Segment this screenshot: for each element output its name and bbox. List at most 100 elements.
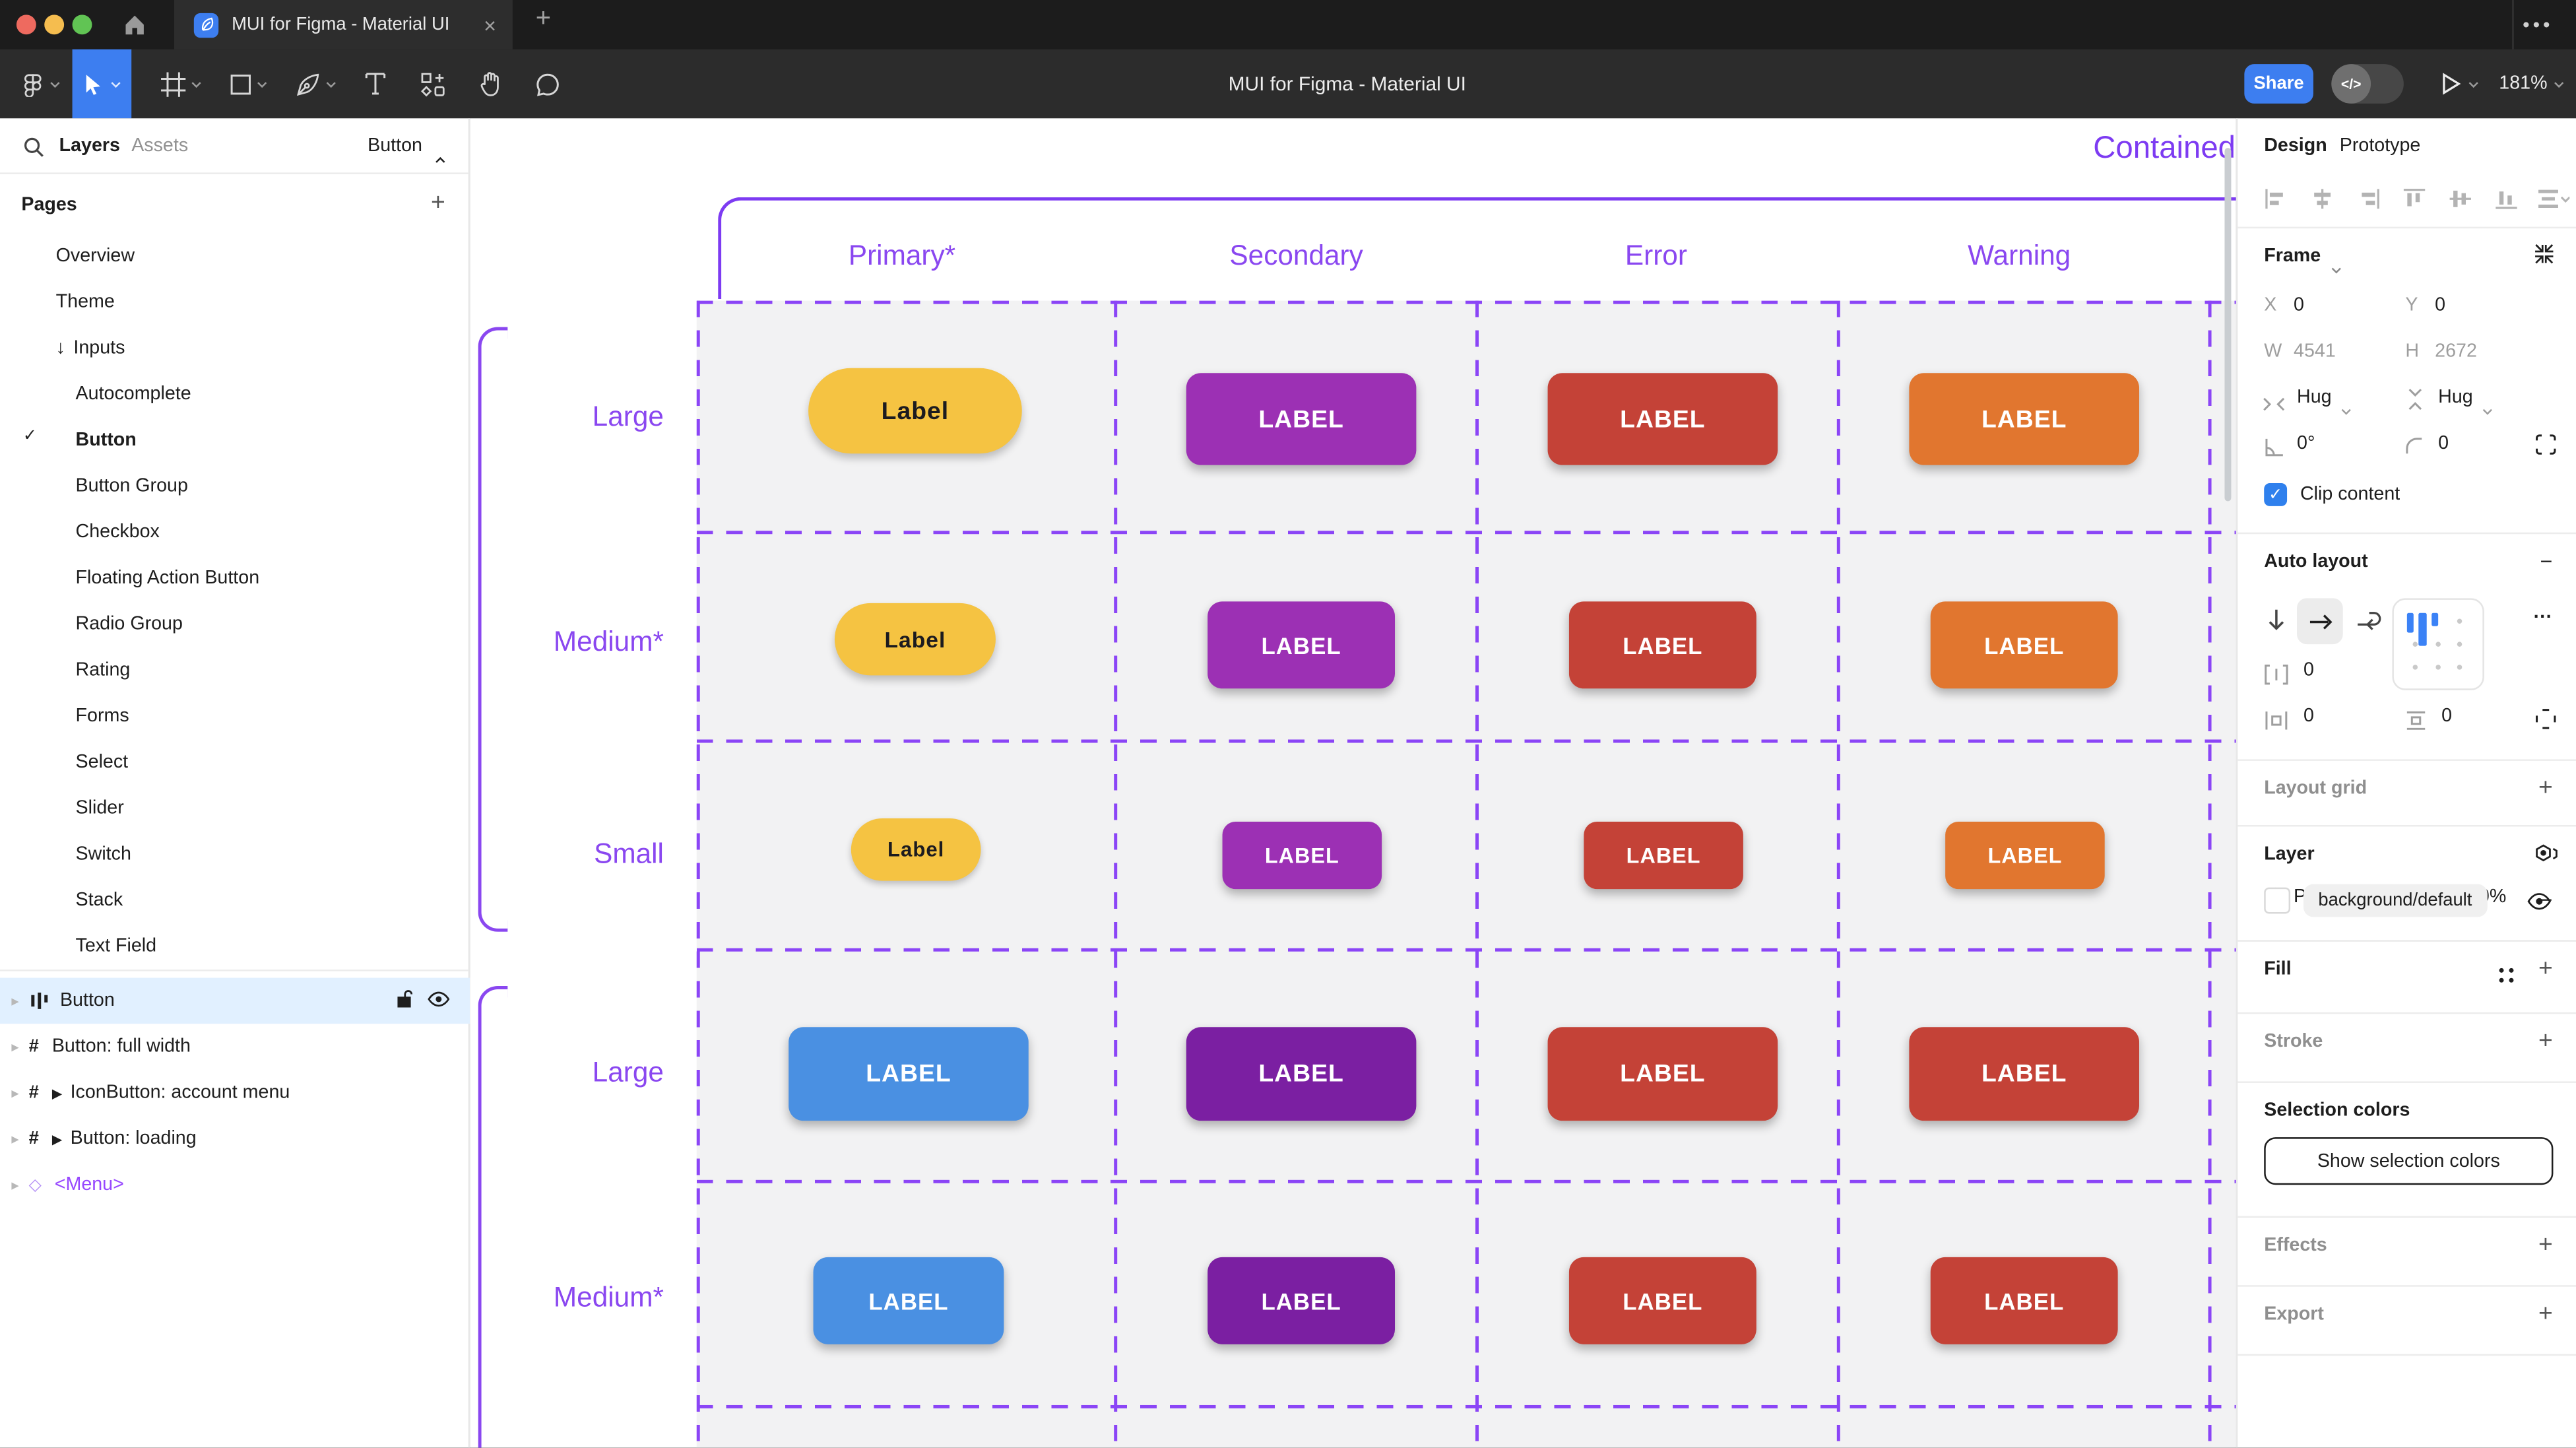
search-icon[interactable] [23,137,44,166]
horizontal-padding-value[interactable]: 0 [2303,706,2314,727]
layer-row-iconbutton-account-menu[interactable]: ▸ # ▶ IconButton: account menu [0,1070,470,1116]
hug-h-value[interactable]: Hug [2297,387,2332,408]
mui-button[interactable]: LABEL [813,1257,1004,1344]
styles-icon[interactable] [2497,963,2515,993]
fill-style-chip[interactable]: background/default [2303,884,2487,917]
mui-button[interactable]: LABEL [1208,1257,1396,1344]
align-right-icon[interactable] [2356,187,2381,218]
unlock-icon[interactable] [396,989,414,1013]
collapse-panel-icon[interactable] [2534,244,2555,273]
fill-color-swatch[interactable] [2264,887,2291,914]
align-top-icon[interactable] [2402,187,2426,218]
align-h-center-icon[interactable] [2310,187,2334,218]
new-tab-button[interactable]: + [535,5,552,33]
mui-button[interactable]: LABEL [1547,373,1778,465]
layout-direction-down-icon[interactable] [2266,608,2287,641]
tab-layers[interactable]: Layers [59,136,121,156]
home-icon[interactable] [121,11,148,46]
clip-content-checkbox[interactable]: ✓ [2264,483,2288,506]
auto-layout-more-icon[interactable]: ··· [2533,608,2553,628]
layer-row-button[interactable]: ▸ Button [0,978,470,1024]
layout-direction-right-selected[interactable] [2297,598,2343,645]
independent-padding-icon[interactable] [2535,708,2556,738]
tab-close-icon[interactable]: × [484,12,496,38]
tab-design[interactable]: Design [2264,136,2327,156]
add-fill-button[interactable]: + [2538,954,2553,983]
mui-button[interactable]: LABEL [1584,822,1743,890]
file-tab[interactable]: MUI for Figma - Material UI × [174,0,513,49]
layout-wrap-icon[interactable] [2356,608,2383,639]
rotation-value[interactable]: 0° [2297,434,2315,454]
add-stroke-button[interactable]: + [2538,1027,2553,1055]
canvas-viewport[interactable]: Contained Primary* Secondary Error Warni… [470,118,2236,1448]
sidebar-page-inputs[interactable]: ↓ Inputs [55,338,125,358]
add-layout-grid-button[interactable]: + [2538,773,2553,803]
h-value[interactable]: 2672 [2435,341,2477,362]
mui-button[interactable]: LABEL [1909,1027,2139,1121]
sidebar-page-fab[interactable]: Floating Action Button [75,568,260,589]
layer-row-button-full-width[interactable]: ▸ # Button: full width [0,1024,470,1070]
dev-mode-toggle[interactable]: </> [2331,64,2404,104]
gap-value[interactable]: 0 [2303,660,2314,680]
mui-button[interactable]: Label [851,818,981,881]
close-window-button[interactable] [16,15,36,35]
sidebar-page-forms[interactable]: Forms [75,706,129,727]
frame-section-header[interactable]: Frame [2264,246,2321,267]
minimize-window-button[interactable] [44,15,65,35]
sidebar-page-radio-group[interactable]: Radio Group [75,614,183,635]
mui-button[interactable]: Label [808,368,1022,454]
mui-button[interactable]: LABEL [1208,601,1396,689]
move-tool-button[interactable] [72,49,132,119]
resources-tool-button[interactable] [411,49,454,119]
add-effect-button[interactable]: + [2538,1231,2553,1259]
shape-tool-button[interactable] [224,49,273,119]
mui-button[interactable]: LABEL [1945,822,2105,890]
sidebar-page-overview[interactable]: Overview [55,246,135,267]
remove-fill-button[interactable]: − [2540,887,2553,912]
sidebar-page-theme[interactable]: Theme [55,292,115,313]
mui-button[interactable]: LABEL [1186,1027,1417,1121]
align-bottom-icon[interactable] [2494,187,2519,218]
sidebar-page-rating[interactable]: Rating [75,660,131,680]
zoom-level-control[interactable]: 181% [2499,49,2565,119]
sidebar-page-text-field[interactable]: Text Field [75,937,157,957]
remove-auto-layout-button[interactable]: − [2540,548,2553,574]
x-value[interactable]: 0 [2294,296,2304,316]
hug-v-value[interactable]: Hug [2438,387,2473,408]
blend-mode-icon[interactable] [2534,843,2558,874]
overflow-menu-icon[interactable]: ••• [2523,13,2554,36]
sidebar-page-stack[interactable]: Stack [75,890,123,911]
visibility-eye-icon[interactable] [2527,889,2552,919]
visibility-eye-icon[interactable] [427,990,450,1011]
sidebar-page-switch[interactable]: Switch [75,844,131,865]
align-left-icon[interactable] [2264,187,2288,218]
layer-row-menu-instance[interactable]: ▸ ◇ <Menu> [0,1162,470,1208]
sidebar-page-checkbox[interactable]: Checkbox [75,522,160,543]
mui-button[interactable]: LABEL [1930,1257,2118,1344]
mui-button[interactable]: LABEL [1547,1027,1778,1121]
sidebar-page-autocomplete[interactable]: Autocomplete [75,384,191,405]
sidebar-page-button[interactable]: Button [75,430,137,451]
mui-button[interactable]: LABEL [1222,822,1382,890]
y-value[interactable]: 0 [2435,296,2446,316]
main-menu-button[interactable] [13,49,69,119]
distribute-icon[interactable] [2537,187,2571,218]
current-page-selector[interactable]: Button [368,136,422,156]
mui-button[interactable]: LABEL [1930,601,2118,689]
tab-assets[interactable]: Assets [131,136,189,156]
add-page-button[interactable]: + [430,189,445,217]
alignment-widget[interactable] [2392,598,2484,690]
sidebar-page-select[interactable]: Select [75,752,129,773]
mui-button[interactable]: LABEL [1568,1257,1756,1344]
present-button[interactable] [2441,49,2479,119]
mui-button[interactable]: LABEL [1909,373,2139,465]
sidebar-page-button-group[interactable]: Button Group [75,477,188,496]
w-value[interactable]: 4541 [2294,341,2336,362]
mui-button[interactable]: LABEL [1186,373,1417,465]
corner-radius-value[interactable]: 0 [2438,434,2449,454]
independent-corners-icon[interactable] [2535,434,2556,463]
hand-tool-button[interactable] [470,49,513,119]
vertical-padding-value[interactable]: 0 [2441,706,2453,727]
mui-button[interactable]: Label [834,603,996,676]
mui-button[interactable]: LABEL [1568,601,1756,689]
